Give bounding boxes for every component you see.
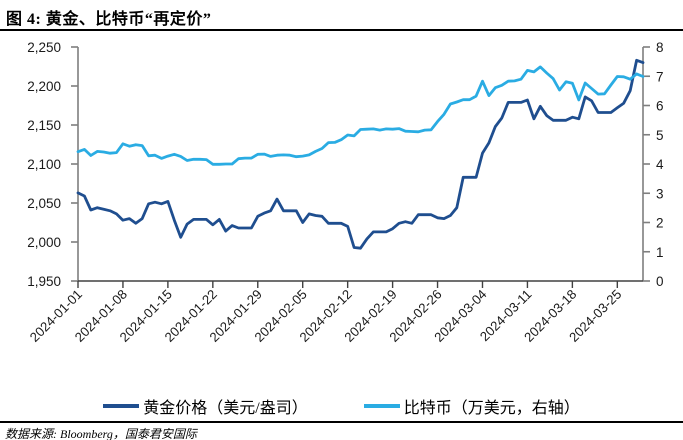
y-axis-right-label: 8 [656, 40, 664, 55]
btc-line [76, 65, 645, 166]
y-axis-right-label: 1 [656, 245, 664, 260]
legend-item-gold: 黄金价格（美元/盎司） [103, 394, 308, 418]
btc-line-swatch [363, 404, 400, 408]
y-axis-right-label: 3 [656, 186, 664, 201]
y-axis-right-label: 7 [656, 69, 664, 84]
y-axis-left-label: 1,950 [27, 274, 61, 289]
y-axis-left-label: 2,000 [27, 235, 61, 250]
y-axis-left-label: 2,050 [27, 196, 61, 211]
legend-label-gold: 黄金价格（美元/盎司） [143, 400, 308, 417]
y-axis-left-label: 2,100 [27, 157, 61, 172]
y-axis-right-label: 2 [656, 216, 664, 231]
chart-legend: 黄金价格（美元/盎司） 比特币（万美元，右轴） [0, 394, 683, 418]
chart: 2,250 2,200 2,150 2,100 2,050 2,000 1,950 8 7 6 5 4… [27, 40, 664, 345]
title-divider [0, 29, 683, 31]
chart-title: 图 4: 黄金、比特币“再定价” [6, 11, 212, 28]
y-axis-right-label: 5 [656, 128, 664, 143]
y-axis-left-label: 2,150 [27, 118, 61, 133]
y-axis-right-label: 0 [656, 274, 664, 289]
gold-line-swatch [103, 404, 140, 408]
y-axis-right-label: 4 [656, 157, 664, 172]
data-source-note: 数据来源: Bloomberg，国泰君安国际 [5, 427, 197, 440]
y-axis-right-label: 6 [656, 99, 664, 114]
y-axis-left-label: 2,250 [27, 40, 61, 55]
y-axis-left-label: 2,200 [27, 79, 61, 94]
legend-item-btc: 比特币（万美元，右轴） [363, 394, 580, 418]
source-divider [0, 421, 683, 423]
gold-line [76, 58, 645, 250]
legend-label-btc: 比特币（万美元，右轴） [403, 400, 580, 417]
